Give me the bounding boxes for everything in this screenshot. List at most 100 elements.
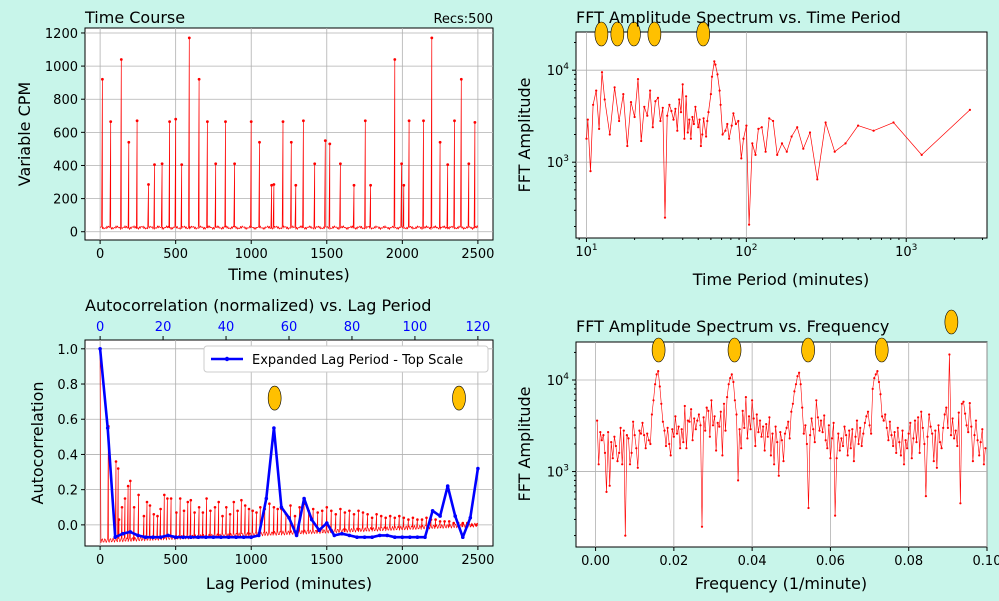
fft-frequency-line-point [628, 463, 632, 466]
fft-frequency-line-point [655, 373, 658, 376]
fft-frequency-line-point [901, 429, 904, 432]
autocorrelation-peak [398, 514, 401, 518]
fft-period-line-point [742, 137, 745, 140]
fft-frequency-line-point [735, 413, 738, 416]
spike-point [294, 183, 298, 187]
autocorrelation-series [98, 347, 480, 544]
fft-frequency-line-point [627, 437, 630, 440]
fft-period-line-point [668, 103, 671, 106]
autocorrelation-peak [197, 506, 201, 509]
y-tick-label: 1.0 [57, 343, 78, 358]
fft-period-line-point [676, 129, 679, 132]
fft-period-line-point [608, 133, 611, 136]
autocorrelation-plot-area [84, 339, 494, 547]
fft-frequency-line-point [654, 383, 657, 386]
autocorrelation-peak [228, 513, 232, 516]
spike-point [302, 119, 305, 123]
fft-period-line-point [751, 142, 754, 145]
fft-frequency-line-point [862, 432, 865, 435]
fft-frequency-line-point [779, 431, 782, 434]
fft-period-panel: 101 102 103 103 104 FFT Amplitude Spectrum … [515, 8, 988, 289]
expanded-lag-line-point [143, 535, 148, 539]
fft-frequency-line-point [669, 454, 672, 457]
fft-period-line-point [686, 131, 689, 134]
legend-label: Expanded Lag Period - Top Scale [252, 353, 463, 368]
expanded-lag-line-point [173, 535, 178, 539]
fft-period-line-point [768, 117, 771, 120]
peak-marker [651, 337, 666, 363]
fft-frequency-line-point [660, 402, 663, 405]
fft-frequency-line-point [646, 432, 649, 435]
autocorrelation-peak [375, 513, 378, 516]
y-tick-label: 400 [53, 159, 78, 174]
fft-frequency-line-point [785, 426, 788, 429]
fft-frequency-line-point [622, 429, 625, 432]
x-tick-label: 0.00 [581, 554, 610, 569]
fft-frequency-line-point [607, 431, 610, 434]
fft-frequency-line-point [668, 442, 671, 446]
fft-frequency-line-point [727, 383, 730, 386]
time-course-y-label: Variable CPM [15, 82, 34, 187]
fft-frequency-line-point [635, 447, 638, 450]
fft-period-title: FFT Amplitude Spectrum vs. Time Period [576, 8, 901, 27]
fft-period-y-label: FFT Amplitude [515, 78, 534, 193]
spike-point [323, 139, 327, 143]
autocorrelation-peak [357, 509, 360, 513]
fft-frequency-line-point [982, 463, 986, 466]
fft-frequency-line-point [830, 437, 834, 440]
expanded-lag-line-point [287, 516, 291, 520]
fft-frequency-line-point [877, 380, 881, 384]
expanded-lag-line-point [189, 535, 193, 539]
autocorrelation-y-ticks: 0.0 0.2 0.4 0.6 0.8 1.0 [57, 343, 85, 534]
fft-period-line-point [646, 114, 649, 117]
fft-frequency-line-point [821, 431, 824, 434]
fft-frequency-line-point [802, 432, 805, 435]
fft-frequency-line-point [909, 421, 912, 424]
spike-point [249, 120, 253, 123]
fft-frequency-line-point [773, 463, 776, 466]
expanded-lag-line-point [393, 535, 397, 539]
autocorrelation-top-ticks: 0 20 40 60 80 100 120 [96, 320, 490, 340]
autocorrelation-peak [316, 511, 320, 514]
fft-frequency-line-point [902, 463, 906, 466]
fft-period-line-point [728, 137, 731, 140]
y-tick-label: 103 [547, 464, 569, 481]
fft-frequency-line-point [934, 429, 937, 432]
fft-frequency-line-point [954, 429, 957, 432]
fft-period-line-point [688, 118, 691, 121]
x-tick-label: 500 [163, 553, 188, 568]
autocorrelation-peak [247, 507, 251, 511]
y-tick-label: 1000 [45, 60, 78, 75]
fft-frequency-panel: 0.00 0.02 0.04 0.06 0.08 0.10 103 104 FFT Ampl… [515, 309, 999, 593]
fft-period-line-point [716, 73, 719, 76]
fft-period-line-point [681, 83, 684, 86]
fft-period-line-point [816, 178, 819, 181]
expanded-lag-line-point [294, 533, 299, 538]
fft-frequency-line-point [700, 525, 704, 528]
fft-frequency-line-point [846, 454, 849, 457]
spike-point [446, 163, 450, 167]
fft-frequency-line-point [666, 426, 669, 429]
autocorrelation-peak [201, 511, 205, 514]
autocorrelation-peak [348, 509, 351, 513]
fft-period-line-point [802, 147, 805, 150]
autocorrelation-peak [243, 504, 247, 507]
y-tick-label: 0.2 [57, 484, 78, 499]
fft-period-line-point [589, 170, 592, 173]
fft-frequency-line-point [633, 434, 636, 437]
fft-frequency-line-point [691, 439, 694, 442]
autocorrelation-markers [267, 385, 466, 411]
fft-frequency-line-point [948, 353, 951, 356]
peak-marker [696, 21, 710, 47]
spike-point [174, 117, 178, 121]
fft-period-line-point [705, 135, 708, 138]
fft-frequency-line-point [876, 370, 879, 373]
fft-frequency-line-point [638, 429, 641, 432]
expanded-lag-line-point [355, 535, 359, 539]
spike-point [402, 183, 406, 187]
fft-frequency-line-point [624, 534, 627, 537]
fft-frequency-line-point [915, 441, 918, 444]
spike-point [135, 119, 139, 123]
y-tick-label: 104 [547, 372, 570, 389]
autocorrelation-peak [370, 516, 374, 520]
